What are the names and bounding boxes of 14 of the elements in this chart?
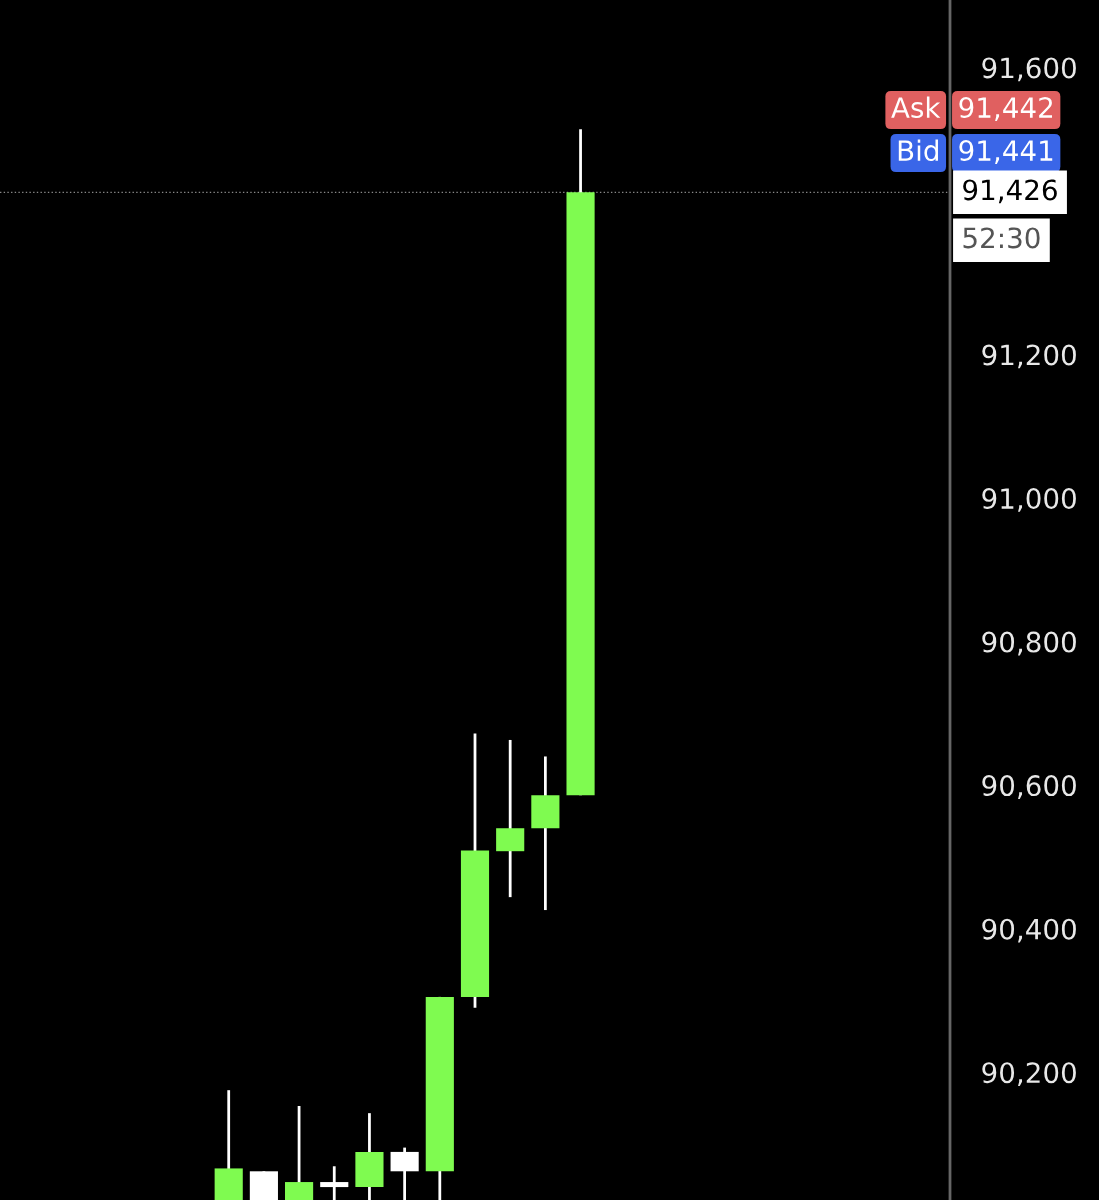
candlestick xyxy=(320,1164,349,1200)
y-tick-label: 90,200 xyxy=(982,1062,1076,1087)
y-tick-label: 91,000 xyxy=(982,488,1076,512)
text: 52:30 xyxy=(963,227,1040,249)
y-tick-label: 90,400 xyxy=(982,918,1076,943)
ref-line-label: 91,426 xyxy=(963,179,1057,204)
text: 91,442 xyxy=(959,97,1053,121)
annotation: Ask xyxy=(891,96,941,119)
y-tick-label: 91,600 xyxy=(982,57,1076,82)
y-tick-label: 90,800 xyxy=(982,631,1076,656)
annotation: Bid xyxy=(898,139,938,162)
text: 91,441 xyxy=(959,140,1053,164)
y-tick-label: 90,600 xyxy=(982,775,1076,799)
y-tick-label: 91,200 xyxy=(982,344,1076,369)
